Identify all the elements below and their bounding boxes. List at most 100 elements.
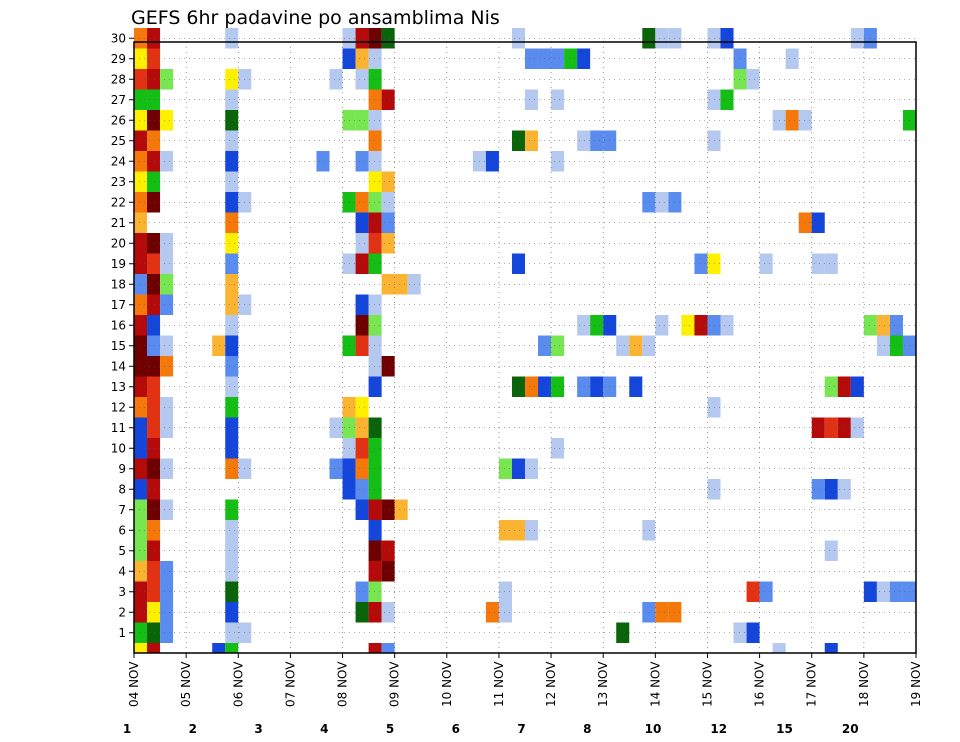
heatmap-cell <box>381 212 395 233</box>
heatmap-cell <box>134 28 148 49</box>
y-tick-label: 1 <box>118 626 126 640</box>
x-tick-label: 13 NOV <box>596 661 610 707</box>
heatmap-cell <box>225 499 239 520</box>
heatmap-cell <box>355 499 369 520</box>
heatmap-cell <box>160 274 174 295</box>
heatmap-cell <box>147 192 161 213</box>
heatmap-cell <box>225 561 239 582</box>
heatmap-cell <box>707 28 721 49</box>
heatmap-cell <box>394 274 408 295</box>
y-tick-label: 25 <box>111 134 126 148</box>
heatmap-cell <box>381 561 395 582</box>
heatmap-cell <box>642 28 656 49</box>
heatmap-cell <box>824 643 838 653</box>
heatmap-cell <box>355 417 369 438</box>
heatmap-cell <box>147 253 161 274</box>
heatmap-cell <box>368 479 382 500</box>
heatmap-cell <box>629 335 643 356</box>
heatmap-cell <box>525 89 539 110</box>
heatmap-cell <box>160 458 174 479</box>
heatmap-cell <box>525 130 539 151</box>
heatmap-cell <box>147 315 161 336</box>
heatmap-cell <box>225 253 239 274</box>
heatmap-cell <box>642 602 656 623</box>
heatmap-cell <box>329 417 343 438</box>
heatmap-cell <box>329 69 343 90</box>
heatmap-cell <box>225 315 239 336</box>
heatmap-cell <box>850 376 864 397</box>
heatmap-cell <box>134 356 148 377</box>
heatmap-cell <box>811 253 825 274</box>
heatmap-cell <box>225 130 239 151</box>
heatmap-cells <box>134 28 916 653</box>
x-tick-label: 07 NOV <box>283 661 297 707</box>
heatmap-cell <box>225 602 239 623</box>
heatmap-cell <box>355 253 369 274</box>
heatmap-cell <box>694 315 708 336</box>
heatmap-cell <box>147 171 161 192</box>
heatmap-cell <box>498 602 512 623</box>
y-tick-label: 2 <box>118 605 126 619</box>
heatmap-cell <box>147 48 161 69</box>
heatmap-cell <box>577 48 591 69</box>
heatmap-cell <box>160 417 174 438</box>
heatmap-cell <box>368 253 382 274</box>
heatmap-cell <box>824 540 838 561</box>
heatmap-cell <box>134 192 148 213</box>
heatmap-cell <box>824 479 838 500</box>
heatmap-cell <box>160 69 174 90</box>
heatmap-cell <box>355 294 369 315</box>
heatmap-cell <box>525 458 539 479</box>
heatmap-cell <box>746 581 760 602</box>
plot-frame <box>133 41 917 654</box>
heatmap-cell <box>824 253 838 274</box>
heatmap-cell <box>707 315 721 336</box>
legend-label: 10 <box>645 722 662 736</box>
heatmap-cell <box>355 110 369 131</box>
heatmap-cell <box>134 417 148 438</box>
heatmap-cell <box>147 417 161 438</box>
y-tick-label: 20 <box>111 236 126 250</box>
heatmap-cell <box>381 233 395 254</box>
heatmap-cell <box>134 458 148 479</box>
x-tick-label: 17 NOV <box>805 661 819 707</box>
legend-label: 3 <box>254 722 262 736</box>
heatmap-cell <box>329 458 343 479</box>
heatmap-cell <box>147 69 161 90</box>
heatmap-cell <box>134 48 148 69</box>
heatmap-cell <box>355 48 369 69</box>
x-tick-label: 10 NOV <box>440 661 454 707</box>
heatmap-cell <box>525 520 539 541</box>
heatmap-cell <box>368 520 382 541</box>
heatmap-cell <box>681 315 695 336</box>
heatmap-cell <box>134 294 148 315</box>
y-tick-label: 18 <box>111 277 126 291</box>
heatmap-cell <box>876 335 890 356</box>
heatmap-cell <box>134 397 148 418</box>
heatmap-cell <box>225 212 239 233</box>
x-tick-label: 16 NOV <box>753 661 767 707</box>
heatmap-cell <box>147 397 161 418</box>
heatmap-cell <box>368 171 382 192</box>
heatmap-cell <box>394 499 408 520</box>
heatmap-cell <box>160 602 174 623</box>
heatmap-cell <box>134 315 148 336</box>
y-tick-label: 16 <box>111 318 126 332</box>
heatmap-cell <box>160 335 174 356</box>
heatmap-cell <box>511 376 525 397</box>
heatmap-cell <box>368 151 382 172</box>
y-tick-label: 6 <box>118 523 126 537</box>
heatmap-cell <box>368 335 382 356</box>
heatmap-cell <box>225 356 239 377</box>
heatmap-cell <box>225 417 239 438</box>
legend-label: 1 <box>123 722 131 736</box>
heatmap-cell <box>577 130 591 151</box>
heatmap-cell <box>707 397 721 418</box>
heatmap-cell <box>707 253 721 274</box>
heatmap-cell <box>368 438 382 459</box>
heatmap-cell <box>551 151 565 172</box>
x-axis: 04 NOV 05 NOV 06 NOV 07 NOV 08 NOV 09 NOV 10 N… <box>127 653 923 707</box>
heatmap-cell <box>564 48 578 69</box>
heatmap-cell <box>368 69 382 90</box>
heatmap-cell <box>655 602 669 623</box>
